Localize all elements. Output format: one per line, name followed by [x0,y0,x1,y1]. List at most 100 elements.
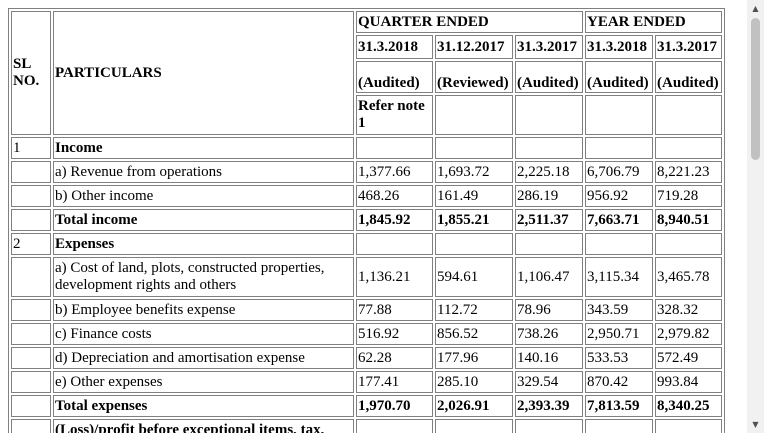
table-row: 1 Income [11,137,722,159]
value-cell: 2,026.91 [435,395,513,417]
date-header: 31.3.2018 [356,35,433,59]
value-cell: 177.96 [435,347,513,369]
year-ended-header: YEAR ENDED [585,11,722,33]
particulars-cell: a) Revenue from operations [53,161,354,183]
document-viewport: SL NO. PARTICULARS QUARTER ENDED YEAR EN… [8,8,725,433]
value-cell [585,137,653,159]
value-cell: 1,693.72 [435,161,513,183]
value-cell [515,137,583,159]
vertical-scrollbar[interactable]: ▲ ▼ [747,0,764,433]
value-cell: 1,845.92 [356,209,433,231]
status-header: (Audited) [585,61,653,93]
date-header: 31.3.2017 [655,35,722,59]
particulars-cell: d) Depreciation and amortisation expense [53,347,354,369]
value-cell: 78.96 [515,299,583,321]
particulars-header: PARTICULARS [53,11,354,135]
scrollbar-thumb[interactable] [751,18,760,160]
value-cell: 738.26 [515,323,583,345]
value-cell: 328.32 [655,299,722,321]
value-cell [585,419,653,433]
value-cell [585,233,653,255]
sl-no-cell [11,185,51,207]
value-cell: 533.53 [585,347,653,369]
value-cell [435,137,513,159]
quarter-ended-header: QUARTER ENDED [356,11,583,33]
value-cell [356,137,433,159]
value-cell: 2,979.82 [655,323,722,345]
value-cell: 1,970.70 [356,395,433,417]
value-cell: 77.88 [356,299,433,321]
value-cell [435,419,513,433]
value-cell: 177.41 [356,371,433,393]
date-header: 31.3.2018 [585,35,653,59]
value-cell: 2,950.71 [585,323,653,345]
scroll-up-arrow-icon[interactable]: ▲ [752,4,759,13]
scroll-down-arrow-icon[interactable]: ▼ [752,420,759,429]
value-cell: 2,393.39 [515,395,583,417]
value-cell: 1,855.21 [435,209,513,231]
particulars-cell: e) Other expenses [53,371,354,393]
value-cell: 870.42 [585,371,653,393]
status-header: (Audited) [655,61,722,93]
particulars-cell: Total expenses [53,395,354,417]
status-header: (Audited) [515,61,583,93]
table-row: b) Other income 468.26 161.49 286.19 956.92 7… [11,185,722,207]
table-row: Total income 1,845.92 1,855.21 2,511.37 7,66… [11,209,722,231]
value-cell: 343.59 [585,299,653,321]
value-cell [515,419,583,433]
particulars-cell: Expenses [53,233,354,255]
date-header: 31.12.2017 [435,35,513,59]
table-row: Total expenses 1,970.70 2,026.91 2,393.39 7,… [11,395,722,417]
sl-no-cell [11,299,51,321]
status-header: (Reviewed) [435,61,513,93]
table-row: (Loss)/profit before exceptional items, … [11,419,722,433]
table-row: d) Depreciation and amortisation expense… [11,347,722,369]
date-header: 31.3.2017 [515,35,583,59]
particulars-cell: Income [53,137,354,159]
refer-note-cell: Refer note 1 [356,95,433,135]
empty-note-cell [435,95,513,135]
financial-results-table: SL NO. PARTICULARS QUARTER ENDED YEAR EN… [8,8,725,433]
particulars-cell: c) Finance costs [53,323,354,345]
sl-no-cell [11,419,51,433]
value-cell: 516.92 [356,323,433,345]
sl-no-cell: 2 [11,233,51,255]
table-row: e) Other expenses 177.41 285.10 329.54 870.4… [11,371,722,393]
table-row: c) Finance costs 516.92 856.52 738.26 2,950.… [11,323,722,345]
sl-no-cell [11,371,51,393]
table-row: a) Cost of land, plots, constructed prop… [11,257,722,297]
value-cell: 7,813.59 [585,395,653,417]
table-row: b) Employee benefits expense 77.88 112.72 7… [11,299,722,321]
empty-note-cell [515,95,583,135]
value-cell: 2,511.37 [515,209,583,231]
value-cell: 6,706.79 [585,161,653,183]
value-cell [655,233,722,255]
sl-no-cell [11,347,51,369]
particulars-cell: b) Other income [53,185,354,207]
value-cell: 2,225.18 [515,161,583,183]
sl-no-cell [11,395,51,417]
particulars-cell: b) Employee benefits expense [53,299,354,321]
value-cell [356,233,433,255]
value-cell [655,419,722,433]
value-cell: 286.19 [515,185,583,207]
value-cell: 8,340.25 [655,395,722,417]
table-row: 2 Expenses [11,233,722,255]
value-cell [515,233,583,255]
value-cell [655,137,722,159]
value-cell: 719.28 [655,185,722,207]
sl-no-cell [11,209,51,231]
value-cell: 329.54 [515,371,583,393]
value-cell [356,419,433,433]
value-cell: 7,663.71 [585,209,653,231]
value-cell: 1,136.21 [356,257,433,297]
value-cell: 285.10 [435,371,513,393]
value-cell: 856.52 [435,323,513,345]
header-row-notes: Refer note 1 [11,95,722,135]
status-header: (Audited) [356,61,433,93]
value-cell: 572.49 [655,347,722,369]
empty-note-cell [585,95,653,135]
value-cell: 956.92 [585,185,653,207]
sl-no-cell [11,257,51,297]
header-row-1: SL NO. PARTICULARS QUARTER ENDED YEAR EN… [11,11,722,135]
